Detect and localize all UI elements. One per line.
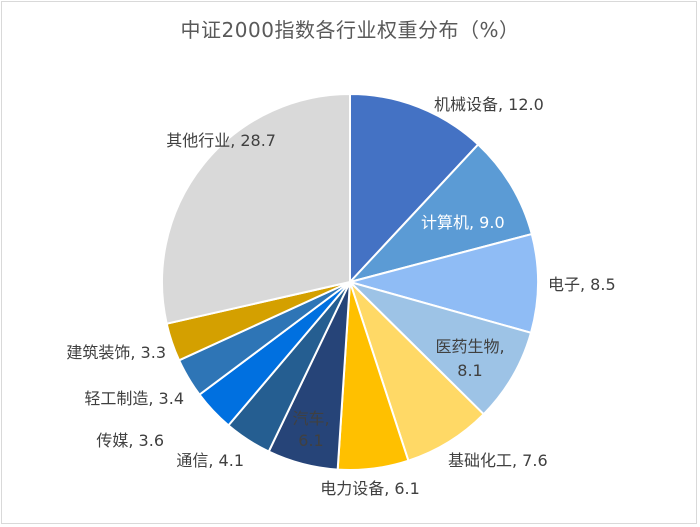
pie-slice-2	[346, 143, 534, 284]
data-label-4-value: 8.1	[457, 361, 482, 380]
data-label-12: 其他行业, 28.7	[166, 131, 276, 150]
data-label-7-value: 6.1	[298, 431, 323, 450]
data-label-5: 基础化工, 7.6	[448, 451, 548, 470]
pie-slice-3	[346, 232, 539, 335]
data-label-6: 电力设备, 6.1	[320, 479, 420, 498]
data-label-7-name: 汽车,	[292, 409, 329, 428]
data-label-2: 计算机, 9.0	[421, 213, 505, 232]
data-label-1: 机械设备, 12.0	[434, 95, 544, 114]
data-label-9: 传媒, 3.6	[96, 431, 164, 450]
chart-title: 中证2000指数各行业权重分布（%）	[180, 18, 520, 42]
pie-slice-12	[161, 92, 351, 325]
pie-slice-4	[346, 279, 533, 416]
pie-slice-1	[349, 92, 480, 285]
data-label-3: 电子, 8.5	[548, 275, 616, 294]
data-label-10: 轻工制造, 3.4	[84, 389, 184, 408]
data-label-11: 建筑装饰, 3.3	[66, 343, 166, 362]
data-label-8: 通信, 4.1	[176, 451, 244, 470]
data-label-4-name: 医药生物,	[435, 337, 504, 356]
